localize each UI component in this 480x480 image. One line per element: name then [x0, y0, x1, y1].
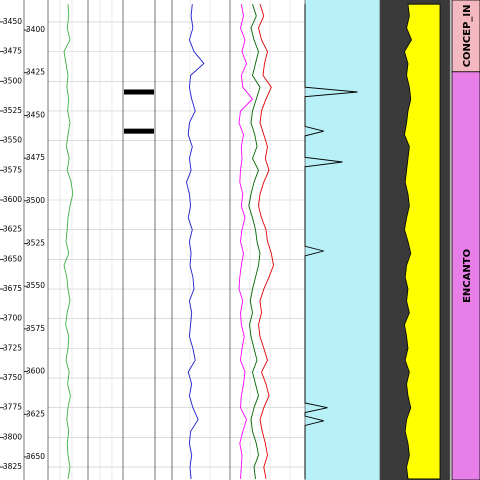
y-tick-label: 3525: [3, 106, 22, 115]
y-tick-label: 3600: [3, 195, 22, 204]
curve: [248, 4, 261, 479]
y-tick-label: 3550: [3, 136, 22, 145]
y2-tick-label: 3500: [26, 196, 45, 205]
y2-tick-label: 3400: [26, 25, 45, 34]
y-tick-label: 3500: [3, 76, 22, 85]
y-tick-label: 3800: [3, 432, 22, 441]
curve: [304, 4, 358, 479]
y2-tick-label: 3425: [26, 68, 45, 77]
track-fill: [305, 0, 380, 480]
zone: [451, 71, 480, 480]
y-tick-label: 3475: [3, 47, 22, 56]
y-tick-label: 3625: [3, 225, 22, 234]
y2-tick-label: 3450: [26, 110, 45, 119]
curve: [258, 4, 274, 479]
y2-tick-label: 3525: [26, 239, 45, 248]
curve: [186, 4, 205, 479]
y2-tick-label: 3650: [26, 452, 45, 461]
y2-tick-label: 3600: [26, 367, 45, 376]
y2-tick-label: 3550: [26, 281, 45, 290]
y-tick-label: 3450: [3, 17, 22, 26]
y-tick-label: 3825: [3, 462, 22, 471]
curve: [238, 4, 254, 479]
y-tick-label: 3700: [3, 314, 22, 323]
y2-tick-label: 3625: [26, 409, 45, 418]
zone-label: CONCEP_IN: [462, 4, 473, 67]
curve: [63, 4, 74, 479]
y2-tick-label: 3475: [26, 153, 45, 162]
y-tick-label: 3575: [3, 165, 22, 174]
marker-bar: [124, 89, 154, 95]
y-tick-label: 3750: [3, 373, 22, 382]
marker-bar: [124, 128, 154, 134]
y-tick-label: 3775: [3, 403, 22, 412]
y2-tick-label: 3575: [26, 324, 45, 333]
zone-label: ENCANTO: [462, 249, 473, 303]
y-tick-label: 3675: [3, 284, 22, 293]
curve-fill: [404, 3, 441, 480]
y-tick-label: 3725: [3, 343, 22, 352]
y-tick-label: 3650: [3, 254, 22, 263]
